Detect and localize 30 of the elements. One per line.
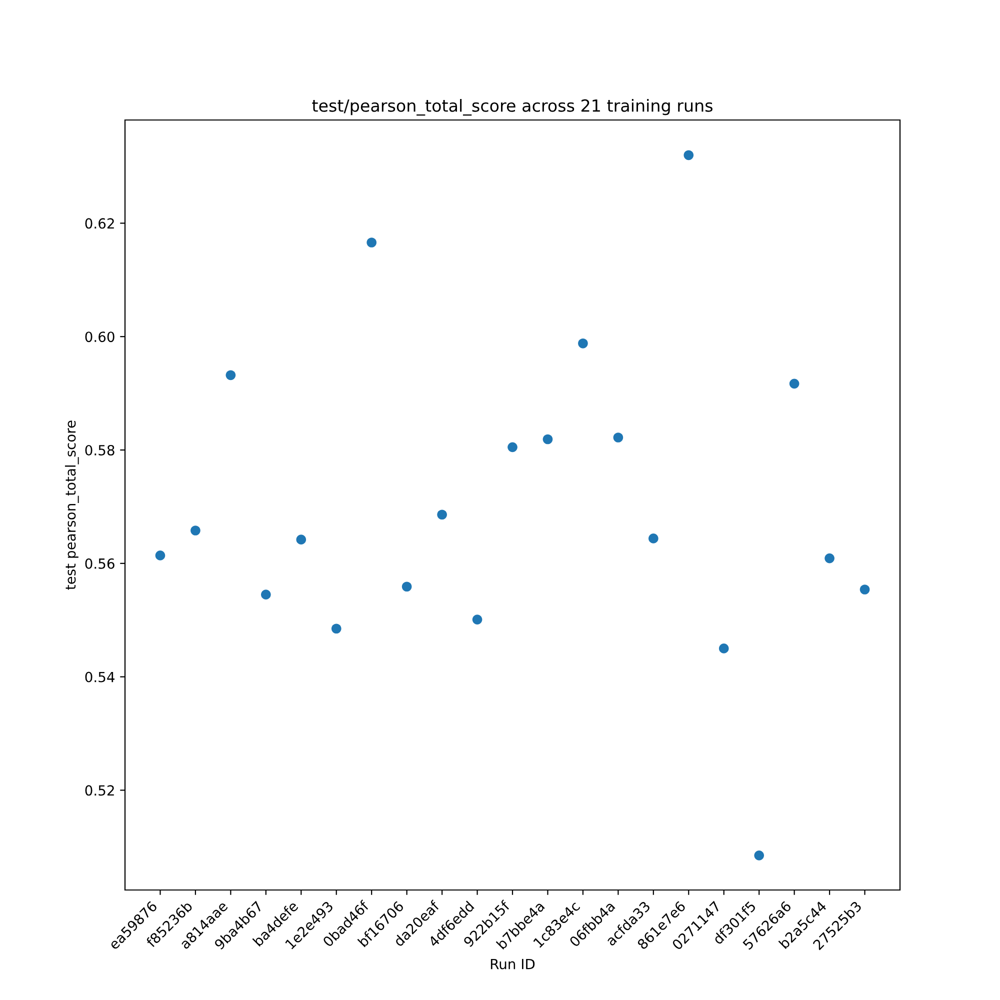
point [684,150,694,160]
point [860,584,870,594]
point [789,378,800,389]
y-tick-label: 0.54 [85,672,114,682]
y-axis-title: test pearson_total_score [64,420,79,590]
point [402,582,412,592]
y-tick-label: 0.56 [85,558,114,569]
y-tick-label: 0.58 [85,444,114,456]
point [226,370,236,380]
point [261,590,271,600]
y-tick-label: 0.52 [85,785,114,796]
point [508,442,518,452]
point [155,550,166,560]
y-tick-label: 0.62 [85,218,114,229]
point [366,238,376,248]
point [824,553,834,564]
point [472,614,482,624]
point [542,434,553,444]
point [754,850,764,860]
chart-title: test/pearson_total_score across 21 training runs [312,99,712,116]
point [613,432,624,442]
point [437,510,447,520]
y-tick-label: 0.60 [85,332,114,342]
point [190,526,200,536]
point [648,534,658,544]
point [296,534,306,544]
point [578,338,588,348]
point [331,624,342,634]
x-axis-title: Run ID [490,958,535,970]
point [718,644,729,654]
